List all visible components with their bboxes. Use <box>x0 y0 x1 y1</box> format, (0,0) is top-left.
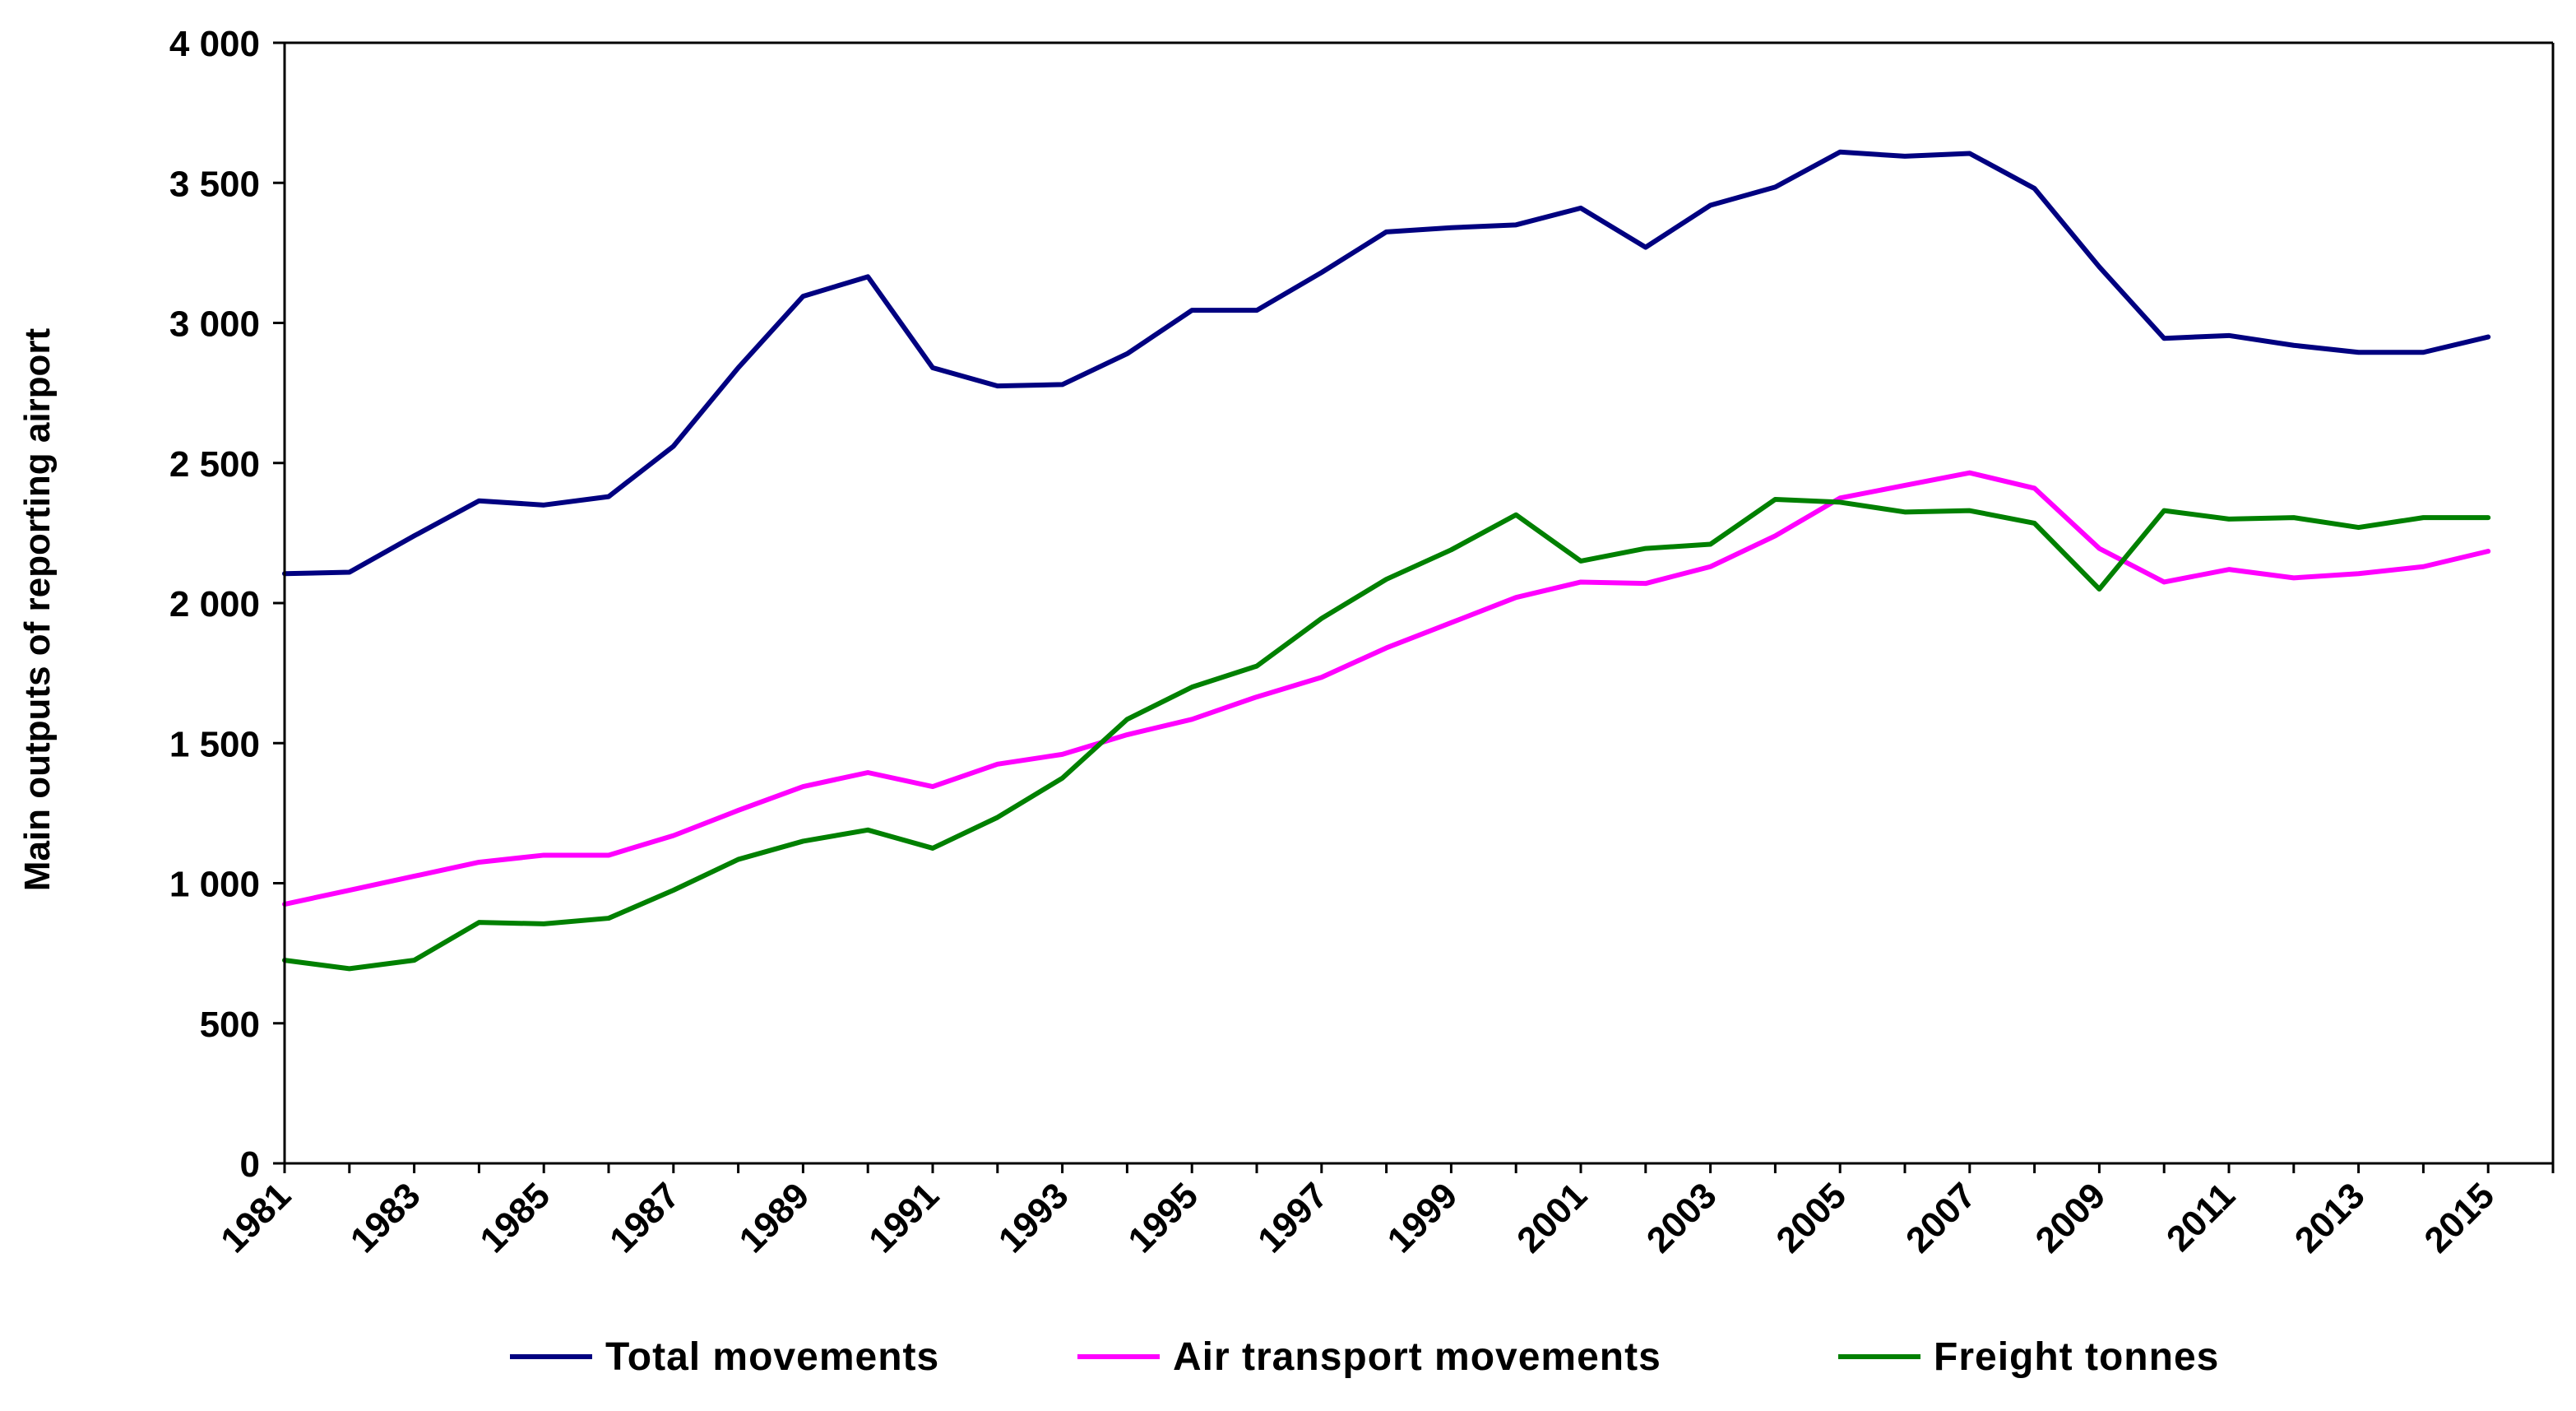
series-line-air-transport-movements <box>282 470 2491 907</box>
series-line-freight-tonnes <box>282 497 2491 972</box>
x-tick-label: 2015 <box>2416 1175 2502 1260</box>
y-axis-title: Main outputs of reporting airport <box>17 327 58 891</box>
y-tick-label: 1 000 <box>169 865 260 905</box>
legend-label: Total movements <box>605 1335 939 1379</box>
legend: Total movements Air transport movements Fr… <box>510 1335 2219 1379</box>
y-tick-label: 500 <box>200 1005 260 1045</box>
x-tick-label: 1985 <box>472 1175 558 1260</box>
y-tick-label: 4 000 <box>169 24 260 64</box>
y-tick-label: 2 000 <box>169 584 260 624</box>
series-line-total-movements <box>282 149 2491 577</box>
x-tick-label: 2011 <box>2159 1175 2243 1259</box>
x-tick-label: 1999 <box>1380 1175 1466 1260</box>
x-tick-label: 1993 <box>991 1175 1077 1260</box>
legend-label: Freight tonnes <box>1934 1335 2219 1379</box>
x-tick-label: 1997 <box>1250 1175 1336 1260</box>
x-axis-ticks: 1981 1983 1985 1987 1989 1991 1993 1995 1997 1999… <box>213 1163 2555 1260</box>
y-tick-label: 2 500 <box>169 444 260 485</box>
x-tick-label: 1983 <box>343 1175 429 1260</box>
x-tick-label: 2003 <box>1639 1175 1725 1260</box>
x-tick-label: 1995 <box>1120 1175 1206 1260</box>
x-tick-label: 1987 <box>602 1175 688 1260</box>
y-tick-label: 3 500 <box>169 164 260 204</box>
y-tick-label: 1 500 <box>169 724 260 764</box>
y-tick-label: 0 <box>240 1144 260 1185</box>
x-tick-label: 2001 <box>1509 1175 1595 1260</box>
x-tick-label: 2007 <box>1898 1175 1984 1260</box>
y-axis-ticks: 0 500 1 000 1 500 2 000 2 500 3 000 3 500 4 000 <box>169 24 285 1185</box>
x-tick-label: 1989 <box>732 1175 818 1260</box>
series-lines <box>282 149 2491 972</box>
y-tick-label: 3 000 <box>169 304 260 345</box>
x-tick-label: 1981 <box>213 1175 299 1260</box>
x-tick-label: 1991 <box>861 1175 947 1260</box>
x-tick-label: 2013 <box>2287 1175 2373 1260</box>
x-tick-label: 2005 <box>1768 1175 1854 1260</box>
legend-label: Air transport movements <box>1173 1335 1661 1379</box>
x-tick-label: 2009 <box>2028 1175 2114 1260</box>
